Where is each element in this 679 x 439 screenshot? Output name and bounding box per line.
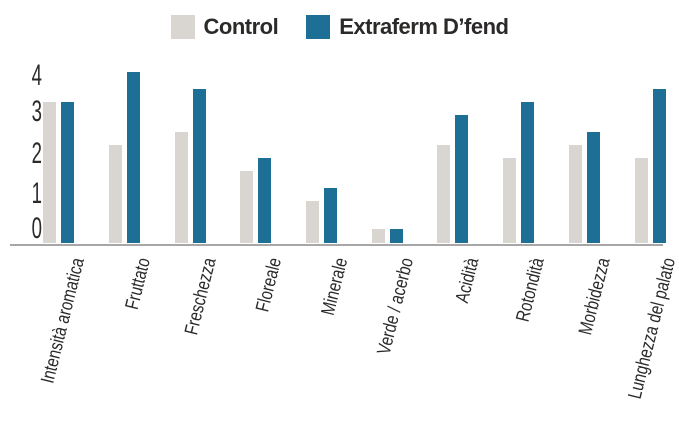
x-axis-line	[10, 243, 663, 246]
bar-extraferm-d-fend-minerale	[324, 187, 338, 244]
bar-control-intensita-aromatica	[43, 102, 57, 244]
bar-extraferm-d-fend-rotondita	[521, 102, 535, 244]
y-tick-3: 3	[31, 95, 42, 128]
y-tick-1: 1	[31, 177, 42, 210]
x-label-intensita-aromatica: Intensità aromatica	[37, 255, 90, 386]
bar-extraferm-d-fend-morbidezza	[586, 132, 600, 244]
bar-control-floreale	[240, 170, 254, 244]
x-label-minerale: Minerale	[317, 255, 352, 318]
bar-control-verde-acerbo	[371, 228, 385, 244]
bar-control-lunghezza-del-palato	[634, 157, 648, 244]
x-label-rotondita: Rotondità	[512, 255, 550, 324]
bar-control-morbidezza	[568, 145, 582, 244]
x-label-fruttato: Fruttato	[121, 255, 155, 312]
bar-extraferm-d-fend-fruttato	[126, 72, 140, 244]
control-swatch-icon	[170, 15, 195, 39]
bar-control-rotondita	[503, 157, 517, 244]
bar-control-acidita	[437, 145, 451, 244]
x-label-floreale: Floreale	[252, 255, 287, 315]
extraferm-swatch-icon	[306, 15, 331, 39]
bar-extraferm-d-fend-acidita	[455, 115, 469, 244]
x-label-morbidezza: Morbidezza	[575, 255, 615, 338]
bar-control-fruttato	[108, 145, 122, 244]
bar-control-minerale	[306, 200, 320, 244]
bar-extraferm-d-fend-floreale	[258, 157, 272, 244]
legend: Control Extraferm D’fend	[0, 14, 679, 40]
x-label-lunghezza-del-palato: Lunghezza del palato	[625, 255, 679, 402]
y-tick-4: 4	[31, 58, 42, 92]
x-label-freschezza: Freschezza	[181, 255, 221, 338]
x-label-verde-acerbo: Verde / acerbo	[373, 255, 418, 357]
legend-label-control: Control	[203, 14, 279, 39]
bar-extraferm-d-fend-lunghezza-del-palato	[652, 89, 666, 244]
legend-label-extraferm: Extraferm D’fend	[339, 14, 509, 39]
legend-item-control: Control	[170, 14, 279, 40]
x-label-acidita: Acidità	[451, 255, 484, 306]
y-tick-0: 0	[31, 212, 42, 245]
legend-item-extraferm: Extraferm D’fend	[306, 14, 509, 40]
bar-control-freschezza	[174, 132, 188, 244]
bar-extraferm-d-fend-verde-acerbo	[389, 228, 403, 244]
bar-extraferm-d-fend-intensita-aromatica	[61, 102, 75, 244]
y-tick-2: 2	[31, 137, 42, 170]
bar-extraferm-d-fend-freschezza	[192, 89, 206, 244]
